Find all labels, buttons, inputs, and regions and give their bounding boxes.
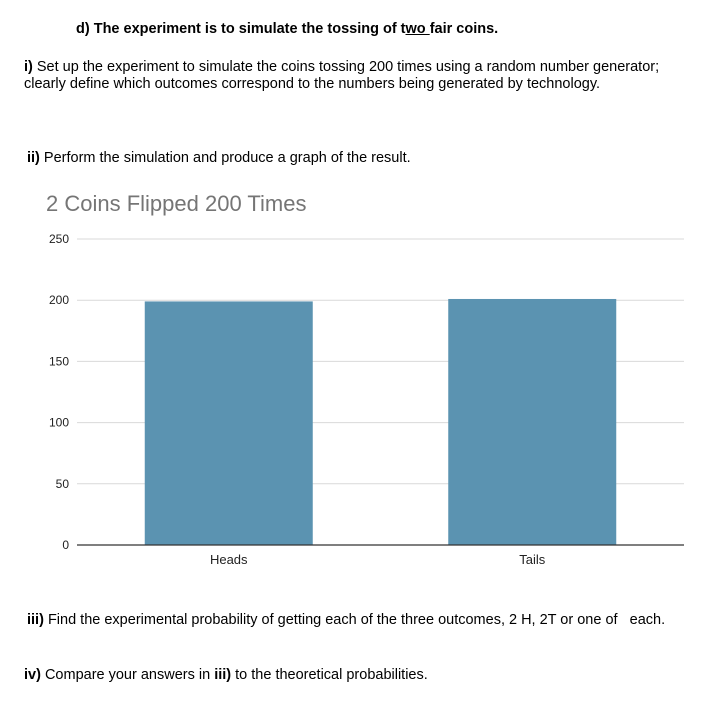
part-iv-body-after: to the theoretical probabilities. bbox=[231, 667, 428, 683]
part-iv-label: iv) bbox=[24, 667, 41, 683]
part-ii-body: Perform the simulation and produce a gra… bbox=[39, 150, 411, 166]
heading-underlined: wo bbox=[405, 21, 430, 37]
bars bbox=[144, 298, 617, 545]
y-tick-label: 250 bbox=[49, 232, 69, 246]
part-ii-text: ii) Perform the simulation and produce a… bbox=[27, 150, 411, 167]
bar-heads bbox=[144, 301, 313, 545]
part-i-text: i) Set up the experiment to simulate the… bbox=[24, 59, 664, 93]
chart-title: 2 Coins Flipped 200 Times bbox=[46, 191, 306, 216]
part-iv-ref: iii) bbox=[214, 667, 232, 683]
y-tick-label: 200 bbox=[49, 293, 69, 307]
bar-chart: 2 Coins Flipped 200 Times 0 50 100 150 200 25… bbox=[46, 191, 684, 567]
y-tick-label: 100 bbox=[49, 416, 69, 430]
y-tick-label: 150 bbox=[49, 354, 69, 368]
y-tick-labels: 0 50 100 150 200 250 bbox=[49, 232, 69, 552]
part-iii-label: iii) bbox=[27, 612, 44, 628]
x-category-labels: Heads Tails bbox=[210, 552, 546, 567]
part-i-body: Set up the experiment to simulate the co… bbox=[24, 59, 660, 92]
x-category-label: Tails bbox=[519, 552, 546, 567]
heading-prefix: d) The experiment is to simulate the tos… bbox=[76, 21, 406, 37]
part-ii-label: ii) bbox=[27, 150, 40, 166]
part-i-label: i) bbox=[24, 59, 33, 75]
part-iii-body: Find the experimental probability of get… bbox=[43, 612, 666, 628]
bar-tails bbox=[448, 298, 617, 545]
heading-suffix: fair coins. bbox=[429, 21, 499, 37]
question-heading: d) The experiment is to simulate the tos… bbox=[76, 21, 498, 38]
part-iv-body-before: Compare your answers in bbox=[40, 667, 215, 683]
part-iv-text: iv) Compare your answers in iii) to the … bbox=[24, 667, 428, 684]
y-tick-label: 0 bbox=[62, 538, 69, 552]
part-iii-text: iii) Find the experimental probability o… bbox=[27, 612, 665, 629]
x-category-label: Heads bbox=[210, 552, 248, 567]
y-tick-label: 50 bbox=[56, 477, 70, 491]
